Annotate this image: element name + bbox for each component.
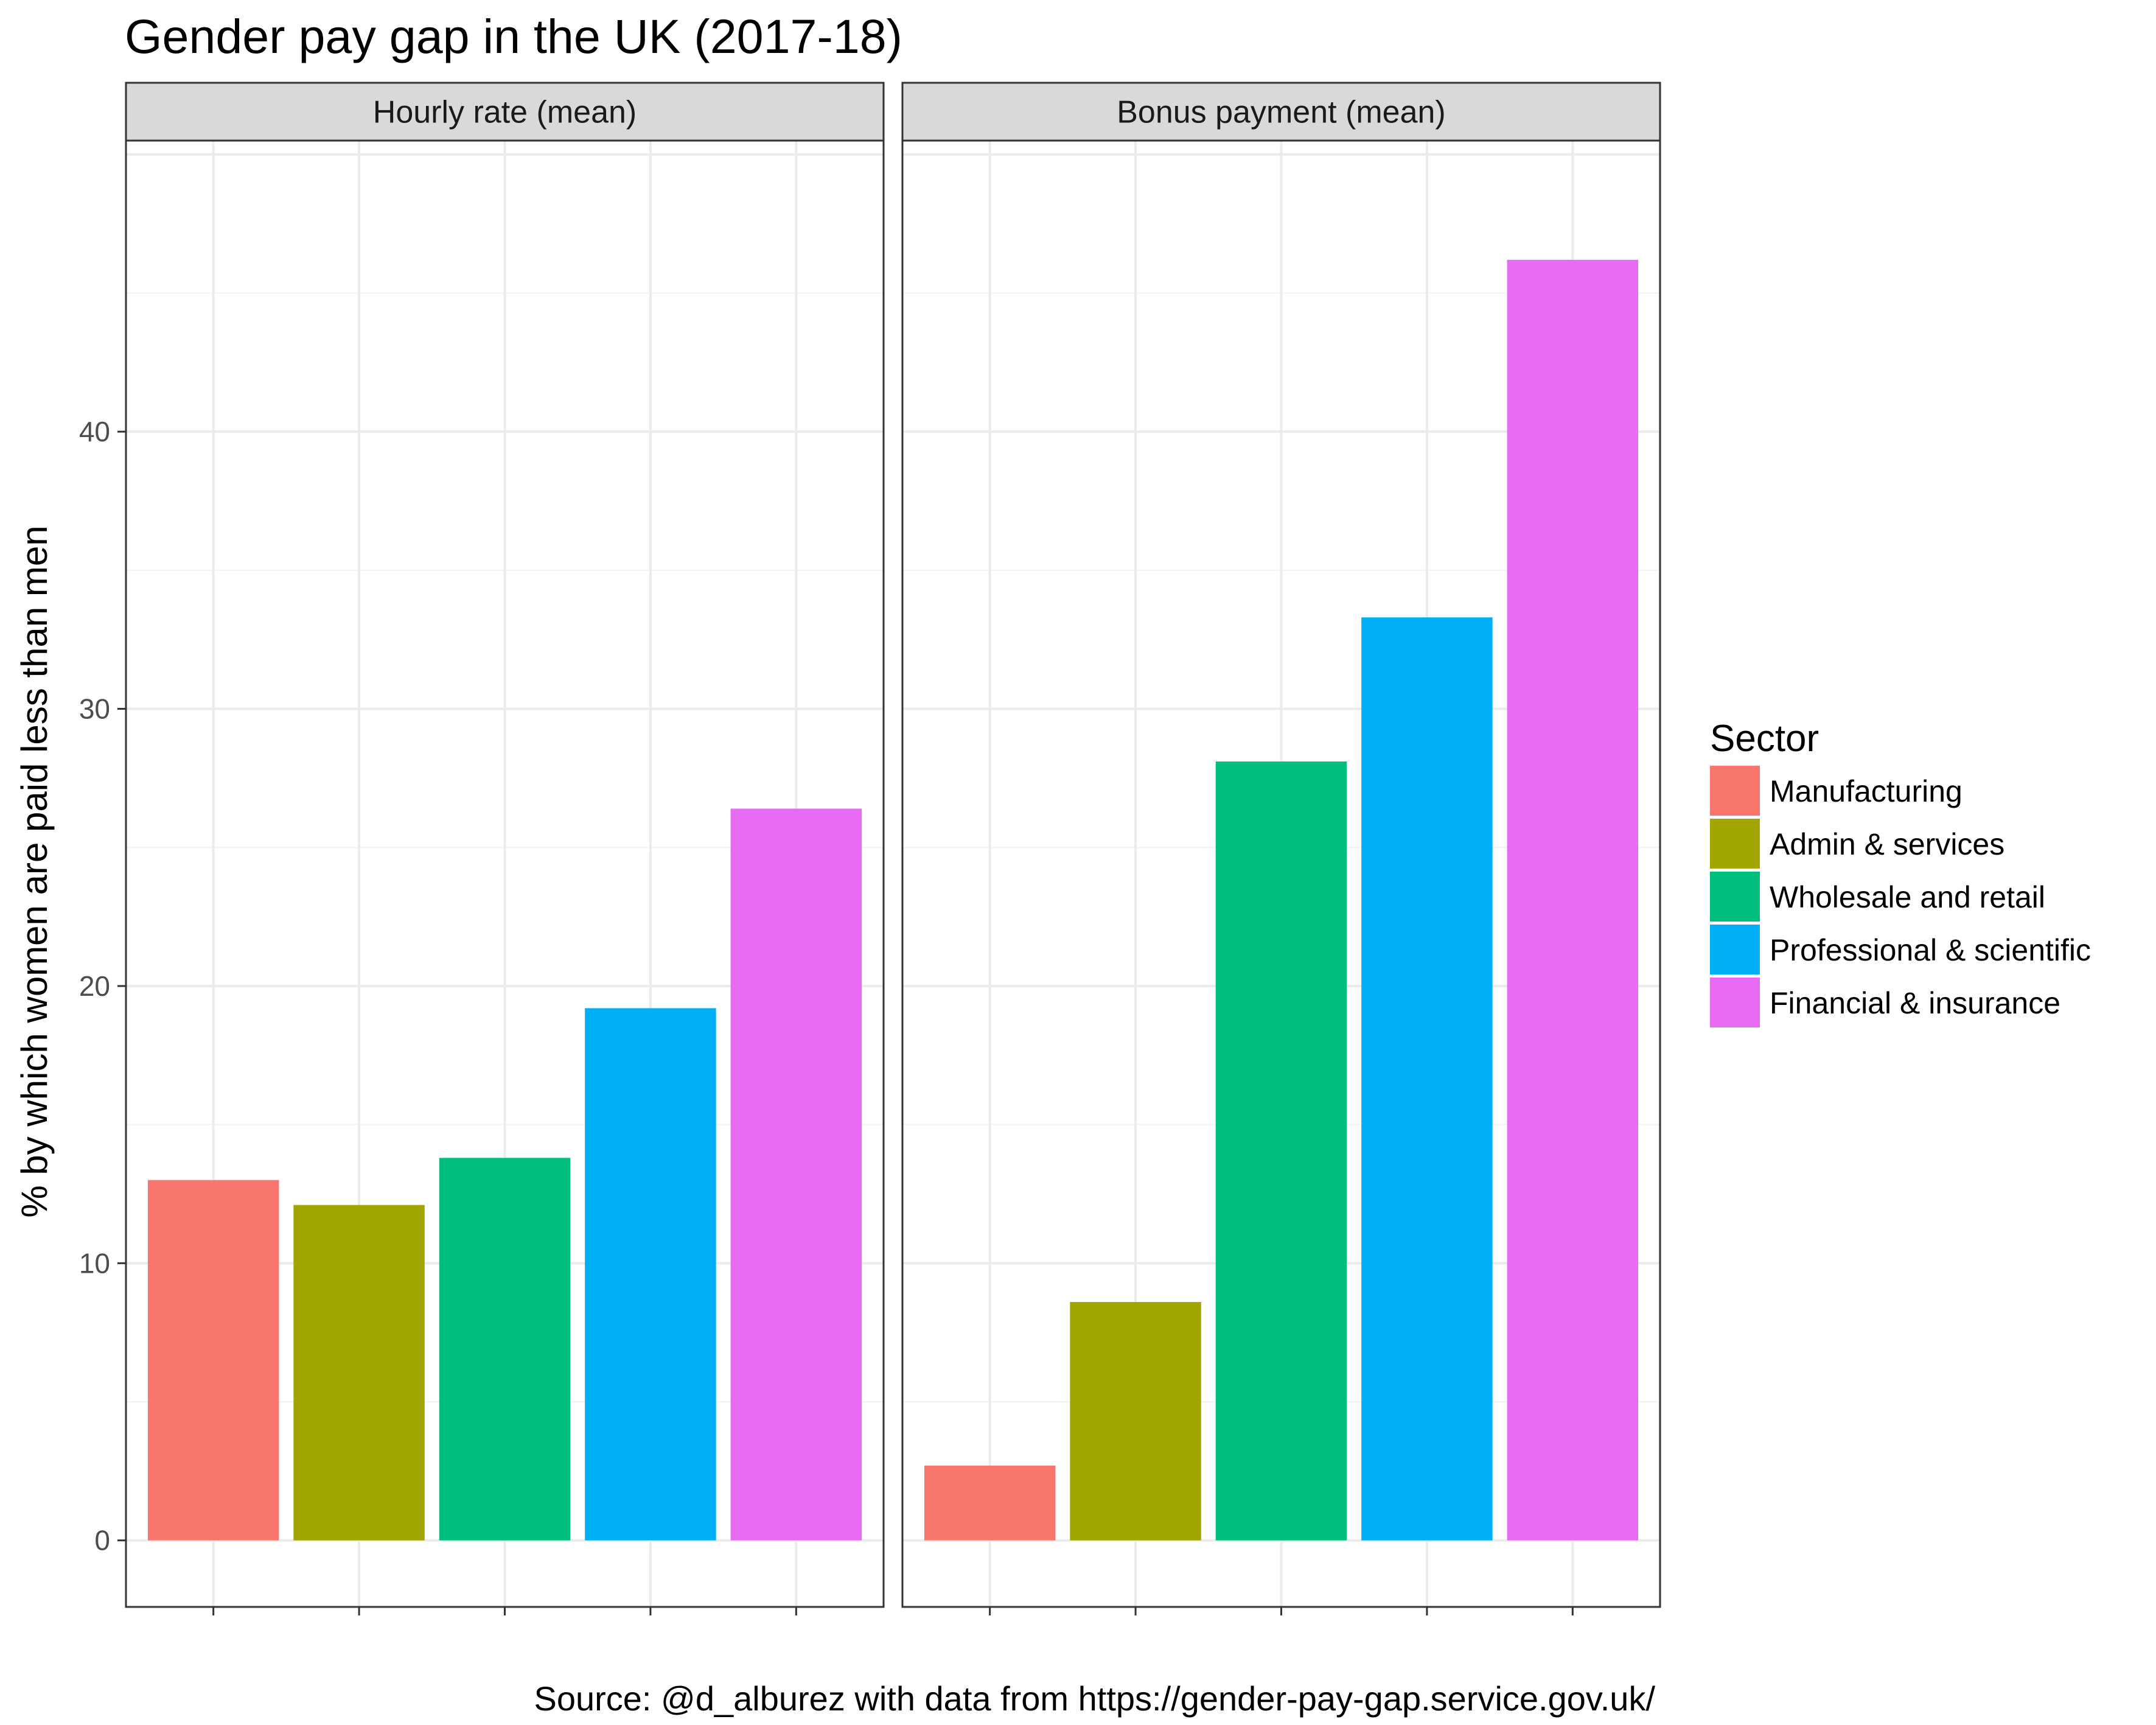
panel-1: Hourly rate (mean) — [125, 82, 885, 1615]
y-tick-label: 40 — [79, 416, 110, 447]
legend: Sector Manufacturing Admin & services Whol… — [1710, 718, 2091, 1027]
legend-title: Sector — [1710, 718, 1819, 760]
y-tick-label: 20 — [79, 970, 110, 1002]
legend-label-2: Admin & services — [1770, 827, 2004, 861]
bar-2-5 — [1507, 259, 1639, 1541]
y-tick-label: 30 — [79, 693, 110, 725]
bar-2-2 — [1070, 1302, 1201, 1541]
chart-caption: Source: @d_alburez with data from https:… — [534, 1679, 1655, 1718]
legend-label-5: Financial & insurance — [1770, 986, 2060, 1020]
legend-label-4: Professional & scientific — [1770, 933, 2091, 967]
bar-2-4 — [1361, 617, 1493, 1541]
bar-1-2 — [293, 1205, 425, 1541]
panel-2: Bonus payment (mean) — [901, 82, 1661, 1615]
bar-2-1 — [924, 1465, 1056, 1541]
legend-key-4 — [1710, 925, 1760, 974]
panels-layer: Hourly rate (mean) Bonus payment (mean) — [125, 82, 1661, 1615]
y-tick-label: 0 — [94, 1525, 110, 1556]
legend-key-3 — [1710, 872, 1760, 922]
bar-2-3 — [1215, 761, 1347, 1541]
bar-1-1 — [147, 1180, 279, 1541]
strip-background — [901, 82, 1661, 142]
strip-label: Bonus payment (mean) — [1117, 95, 1446, 130]
legend-key-5 — [1710, 978, 1760, 1027]
y-axis-title: % by which women are paid less than men — [14, 525, 55, 1217]
y-ticks-layer: 0 10 20 30 40 — [79, 416, 126, 1556]
y-tick-label: 10 — [79, 1247, 110, 1279]
legend-label-3: Wholesale and retail — [1770, 880, 2045, 914]
bar-1-4 — [585, 1008, 716, 1541]
y-axis-title-group: % by which women are paid less than men — [14, 525, 55, 1217]
bar-1-3 — [439, 1158, 571, 1541]
strip-label: Hourly rate (mean) — [373, 95, 637, 130]
chart-title: Gender pay gap in the UK (2017-18) — [125, 9, 902, 63]
bar-1-5 — [730, 808, 862, 1541]
legend-key-1 — [1710, 766, 1760, 816]
legend-label-1: Manufacturing — [1770, 774, 1962, 808]
strip-background — [125, 82, 885, 142]
legend-key-2 — [1710, 819, 1760, 869]
